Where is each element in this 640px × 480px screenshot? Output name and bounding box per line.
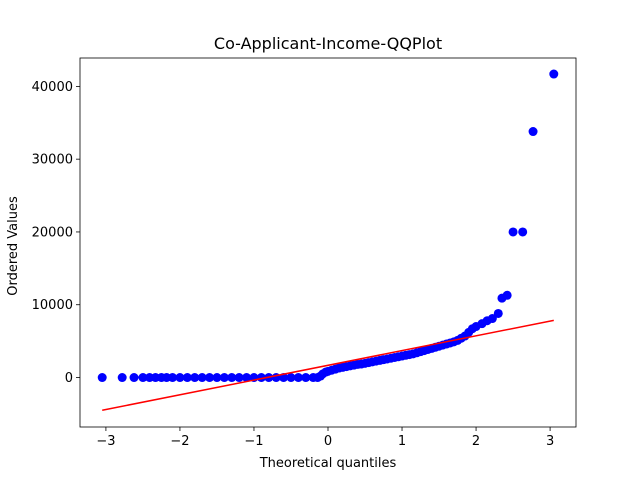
data-point xyxy=(227,373,237,383)
x-tick-label: −1 xyxy=(244,434,263,449)
y-tick-label: 40000 xyxy=(32,80,73,95)
y-tick-label: 30000 xyxy=(32,153,73,168)
axes: −3 −2 −1 0 1 2 3 0 10000 20000 30000 40000 xyxy=(32,57,577,449)
data-point xyxy=(97,373,107,383)
fit-line xyxy=(102,319,554,411)
x-tick-label: 1 xyxy=(398,434,406,449)
x-tick-label: −3 xyxy=(96,434,115,449)
data-point xyxy=(301,373,311,383)
data-point xyxy=(549,69,559,79)
data-point xyxy=(502,290,512,300)
data-point xyxy=(487,314,497,324)
data-point xyxy=(493,308,503,318)
data-point xyxy=(175,373,185,383)
x-tick-label: 3 xyxy=(546,434,554,449)
data-point xyxy=(508,227,518,237)
data-point xyxy=(528,127,538,137)
data-point xyxy=(197,373,207,383)
data-point xyxy=(518,227,528,237)
x-axis-label: Theoretical quantiles xyxy=(259,456,397,471)
data-point xyxy=(286,373,296,383)
chart-title: Co-Applicant-Income-QQPlot xyxy=(214,34,442,53)
y-tick-label: 0 xyxy=(65,371,73,386)
data-point xyxy=(234,373,244,383)
x-tick-label: −2 xyxy=(170,434,189,449)
data-point xyxy=(293,373,303,383)
y-axis-label: Ordered Values xyxy=(6,196,21,296)
x-tick-label: 0 xyxy=(324,434,332,449)
y-tick-label: 20000 xyxy=(32,225,73,240)
data-point xyxy=(219,373,229,383)
data-point xyxy=(129,373,139,383)
plot-area xyxy=(97,69,559,411)
data-point xyxy=(190,373,200,383)
data-point xyxy=(212,373,222,383)
data-point xyxy=(242,373,252,383)
data-point xyxy=(117,373,127,383)
data-point xyxy=(205,373,215,383)
data-point xyxy=(138,373,148,383)
data-point xyxy=(182,373,192,383)
x-tick-label: 2 xyxy=(472,434,480,449)
data-point xyxy=(168,373,178,383)
y-tick-label: 10000 xyxy=(32,298,73,313)
